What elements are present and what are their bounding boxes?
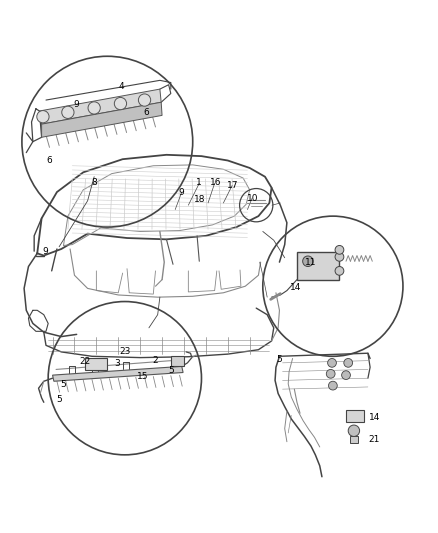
Text: 23: 23	[119, 348, 131, 357]
Text: 11: 11	[305, 257, 317, 266]
Text: 5: 5	[168, 366, 174, 375]
Circle shape	[88, 102, 100, 114]
Bar	[297, 253, 339, 280]
Circle shape	[326, 369, 335, 378]
Text: 6: 6	[144, 108, 150, 117]
Text: 18: 18	[194, 195, 205, 204]
Bar	[350, 437, 358, 442]
Circle shape	[335, 266, 344, 275]
Circle shape	[138, 94, 151, 106]
Text: 5: 5	[56, 395, 62, 403]
Text: 1: 1	[196, 178, 202, 187]
Circle shape	[62, 106, 74, 118]
Text: 6: 6	[46, 156, 52, 165]
Circle shape	[335, 253, 344, 261]
Circle shape	[328, 359, 336, 367]
Text: 5: 5	[276, 355, 283, 364]
Text: 5: 5	[60, 380, 67, 389]
Polygon shape	[53, 366, 183, 381]
Text: 9: 9	[42, 247, 48, 256]
Text: 17: 17	[227, 181, 239, 190]
Text: 21: 21	[369, 435, 380, 444]
Text: 4: 4	[119, 83, 124, 92]
Text: 2: 2	[153, 356, 158, 365]
Circle shape	[344, 359, 353, 367]
Text: 14: 14	[290, 283, 301, 292]
Text: 16: 16	[210, 178, 221, 187]
Text: 9: 9	[178, 188, 184, 197]
Text: 14: 14	[369, 413, 380, 422]
Bar	[85, 358, 107, 370]
Circle shape	[335, 246, 344, 254]
Text: 3: 3	[114, 359, 120, 368]
Circle shape	[303, 256, 313, 266]
Text: 15: 15	[137, 373, 148, 382]
Text: 10: 10	[247, 194, 258, 203]
Circle shape	[37, 110, 49, 123]
Circle shape	[328, 381, 337, 390]
Circle shape	[342, 371, 350, 379]
Text: 9: 9	[74, 100, 80, 109]
Bar	[346, 410, 364, 423]
Polygon shape	[39, 89, 161, 124]
Circle shape	[348, 425, 360, 437]
Polygon shape	[42, 102, 162, 138]
Text: 22: 22	[79, 357, 90, 366]
Circle shape	[114, 98, 127, 110]
Text: 8: 8	[91, 178, 97, 187]
Bar	[171, 356, 184, 366]
